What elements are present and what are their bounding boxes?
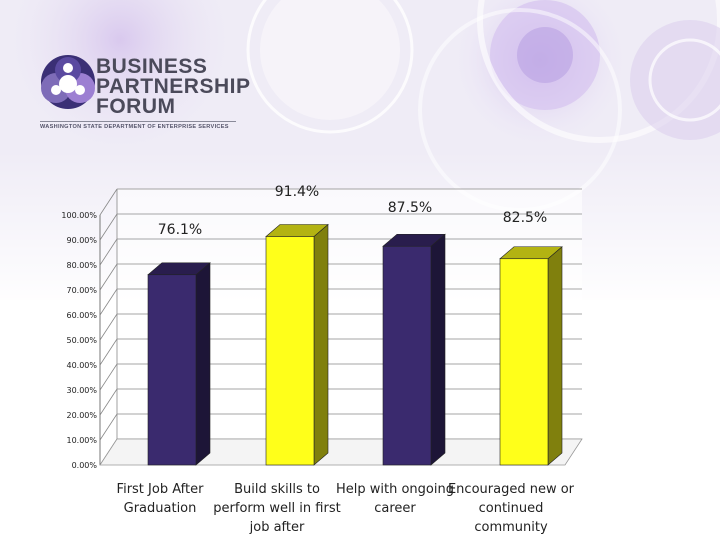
bar-3-side xyxy=(430,233,446,466)
y-tick-label: 20.00% xyxy=(66,411,97,420)
category-label-4: Encouraged new or continued community xyxy=(447,482,575,535)
data-labels: 76.1% 91.4% 87.5% 82.5% xyxy=(158,184,547,238)
category-label-3: Help with ongoing career xyxy=(336,482,454,516)
y-tick-label: 40.00% xyxy=(66,361,97,370)
gridline-side xyxy=(99,188,118,216)
gridline-side xyxy=(99,213,118,241)
data-label-3: 87.5% xyxy=(388,200,432,216)
y-tick-label: 50.00% xyxy=(66,336,97,345)
gridline-side xyxy=(99,263,118,291)
y-axis: 0.00% 10.00% 20.00% 30.00% 40.00% 50.00% 60.00… xyxy=(61,211,97,470)
bar-1-side xyxy=(195,262,211,466)
y-tick-label: 10.00% xyxy=(66,436,97,445)
category-label-1: First Job After Graduation xyxy=(116,482,204,516)
bar-series xyxy=(147,223,563,466)
bar-4-side xyxy=(547,246,563,466)
y-tick-label: 90.00% xyxy=(66,236,97,245)
y-tick-label: 60.00% xyxy=(66,311,97,320)
logo-subtitle: WASHINGTON STATE DEPARTMENT OF ENTERPRIS… xyxy=(40,121,236,130)
gridline-side xyxy=(99,313,118,341)
gridline-side xyxy=(99,288,118,316)
bar-3-front xyxy=(382,245,432,466)
y-tick-label: 30.00% xyxy=(66,386,97,395)
data-label-1: 76.1% xyxy=(158,222,202,238)
plot-area xyxy=(99,188,583,466)
gridline-side xyxy=(99,413,118,441)
category-label-2: Build skills to perform well in first jo… xyxy=(213,482,341,535)
logo-text-line3: FORUM xyxy=(96,95,176,118)
y-tick-label: 80.00% xyxy=(66,261,97,270)
gridline-side xyxy=(99,338,118,366)
y-tick-label: 70.00% xyxy=(66,286,97,295)
bar-3 xyxy=(382,233,446,466)
bar-2 xyxy=(265,223,329,466)
gridline-side xyxy=(99,238,118,266)
gridline-side xyxy=(99,363,118,391)
bar-2-side xyxy=(313,223,329,466)
logo-mark-icon xyxy=(41,55,95,109)
gridline-side xyxy=(99,388,118,416)
bar-4 xyxy=(499,246,563,466)
logo-text-line1: BUSINESS xyxy=(96,55,208,78)
bar-1 xyxy=(147,262,211,466)
data-label-2: 91.4% xyxy=(275,184,319,200)
data-label-4: 82.5% xyxy=(503,210,547,226)
logo-text-line2: PARTNERSHIP xyxy=(96,75,251,98)
bar-1-front xyxy=(147,274,197,466)
bar-4-front xyxy=(499,258,549,466)
y-tick-label: 100.00% xyxy=(61,211,97,220)
bar-2-front xyxy=(265,236,315,466)
y-tick-label: 0.00% xyxy=(72,461,98,470)
